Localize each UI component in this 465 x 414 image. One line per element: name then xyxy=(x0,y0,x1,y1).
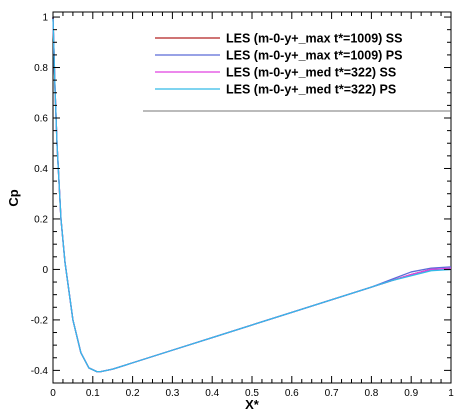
series-group xyxy=(52,17,452,373)
x-tick-label: 0.3 xyxy=(165,388,179,399)
y-tick-label: 1 xyxy=(42,13,48,24)
y-tick-label: 0.8 xyxy=(34,63,48,74)
y-tick-label: -0.4 xyxy=(31,366,49,377)
legend-label-1: LES (m-0-y+_max t*=1009) SS xyxy=(226,32,402,46)
y-tick-label: 0.2 xyxy=(34,214,48,225)
x-tick-label: 0.6 xyxy=(285,388,299,399)
x-tick-label: 0.8 xyxy=(364,388,378,399)
legend-label-2: LES (m-0-y+_max t*=1009) PS xyxy=(226,49,402,63)
legend-label-3: LES (m-0-y+_med t*=322) SS xyxy=(226,66,396,80)
legend-label-4: LES (m-0-y+_med t*=322) PS xyxy=(226,83,396,97)
x-tick-label: 0.2 xyxy=(126,388,140,399)
x-tick-label: 1 xyxy=(448,388,454,399)
x-axis-title: X* xyxy=(245,397,260,412)
y-tick-label: 0 xyxy=(42,265,48,276)
x-tick-label: 0 xyxy=(50,388,56,399)
x-tick-label: 0.7 xyxy=(325,388,339,399)
y-tick-label: 0.4 xyxy=(34,164,48,175)
x-tick-label: 0.5 xyxy=(245,388,259,399)
x-tick-label: 0.9 xyxy=(404,388,418,399)
series-line-4 xyxy=(52,17,452,373)
x-tick-label: 0.4 xyxy=(205,388,219,399)
y-axis-ticks: -0.4 -0.2 0 0.2 0.4 0.6 0.8 1 xyxy=(31,13,451,384)
y-axis-title: Cp xyxy=(6,189,21,206)
y-tick-label: 0.6 xyxy=(34,114,48,125)
y-tick-label: -0.2 xyxy=(31,315,49,326)
x-tick-label: 0.1 xyxy=(86,388,100,399)
x-axis-ticks: 0 0.1 0.2 0.3 0.4 0.5 0.6 0.7 0.8 0.9 1 xyxy=(50,12,454,399)
legend: LES (m-0-y+_max t*=1009) SS LES (m-0-y+_m… xyxy=(155,32,402,97)
